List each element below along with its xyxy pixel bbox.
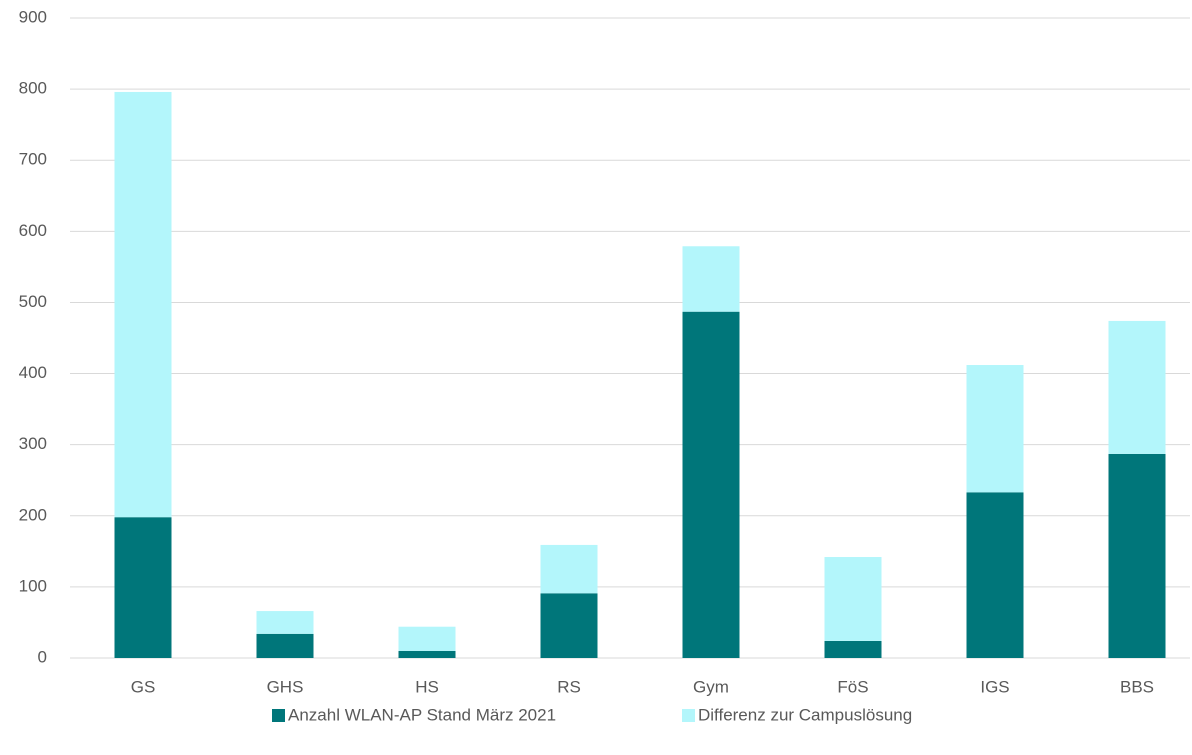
y-tick-label: 200	[19, 505, 47, 524]
x-tick-label: GHS	[267, 677, 304, 696]
bar-segment	[1108, 320, 1166, 454]
x-tick-label: GS	[131, 677, 156, 696]
legend-label: Differenz zur Campuslösung	[698, 705, 912, 724]
bar-segment	[398, 626, 456, 651]
bar-segment	[256, 633, 314, 658]
y-tick-label: 0	[38, 647, 47, 666]
y-tick-label: 600	[19, 221, 47, 240]
y-tick-label: 900	[19, 7, 47, 26]
bar-segment	[682, 311, 740, 658]
bar-segment	[256, 611, 314, 634]
x-tick-label: BBS	[1120, 677, 1154, 696]
legend-swatch	[682, 709, 695, 722]
bar-segment	[966, 492, 1024, 658]
x-tick-label: FöS	[837, 677, 868, 696]
bar-segment	[114, 91, 172, 518]
x-tick-label: RS	[557, 677, 581, 696]
bar-segment	[682, 246, 740, 312]
legend-swatch	[272, 709, 285, 722]
y-tick-label: 300	[19, 434, 47, 453]
bar-segment	[966, 365, 1024, 493]
bar-segment	[540, 544, 598, 594]
y-tick-label: 100	[19, 576, 47, 595]
x-tick-label: IGS	[980, 677, 1009, 696]
bar-segment	[540, 593, 598, 658]
x-tick-label: Gym	[693, 677, 729, 696]
bar-segment	[114, 517, 172, 658]
legend-label: Anzahl WLAN-AP Stand März 2021	[288, 705, 556, 724]
y-tick-label: 800	[19, 79, 47, 98]
x-tick-label: HS	[415, 677, 439, 696]
y-tick-label: 500	[19, 292, 47, 311]
bar-segment	[824, 640, 882, 658]
bar-segment	[1108, 453, 1166, 658]
bar-segment	[398, 650, 456, 658]
bar-segment	[824, 557, 882, 641]
y-tick-label: 400	[19, 363, 47, 382]
y-tick-label: 700	[19, 150, 47, 169]
